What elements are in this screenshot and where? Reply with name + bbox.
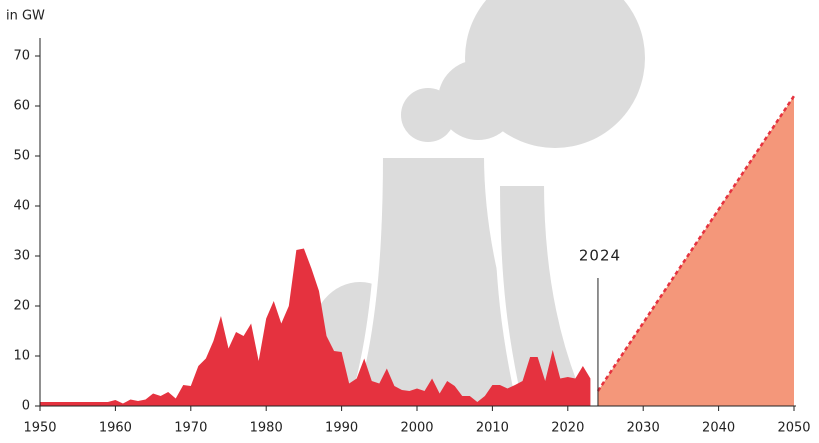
x-tick-label: 2000 — [400, 421, 433, 436]
x-tick-label: 1990 — [325, 421, 358, 436]
x-tick-label: 1980 — [250, 421, 283, 436]
x-tick-label: 2050 — [777, 421, 810, 436]
y-axis-label: in GW — [6, 9, 45, 24]
y-tick-label: 50 — [13, 149, 30, 164]
x-tick-label: 2030 — [627, 421, 660, 436]
cooling-tower-illustration — [310, 0, 645, 409]
x-tick-label: 2020 — [551, 421, 584, 436]
x-tick-label: 2010 — [476, 421, 509, 436]
x-tick-label: 2040 — [702, 421, 735, 436]
x-tick-label: 1950 — [23, 421, 56, 436]
area — [40, 248, 591, 406]
x-tick-label: 1960 — [99, 421, 132, 436]
y-tick-label: 20 — [13, 299, 30, 314]
y-tick-label: 10 — [13, 349, 30, 364]
y-tick-label: 60 — [13, 99, 30, 114]
y-tick-label: 70 — [13, 49, 30, 64]
annotation-label: 2024 — [579, 247, 621, 265]
area — [597, 96, 794, 406]
y-tick-label: 0 — [22, 399, 30, 414]
y-tick-label: 30 — [13, 249, 30, 264]
y-tick-label: 40 — [13, 199, 30, 214]
line — [596, 95, 796, 392]
x-tick-label: 1970 — [174, 421, 207, 436]
